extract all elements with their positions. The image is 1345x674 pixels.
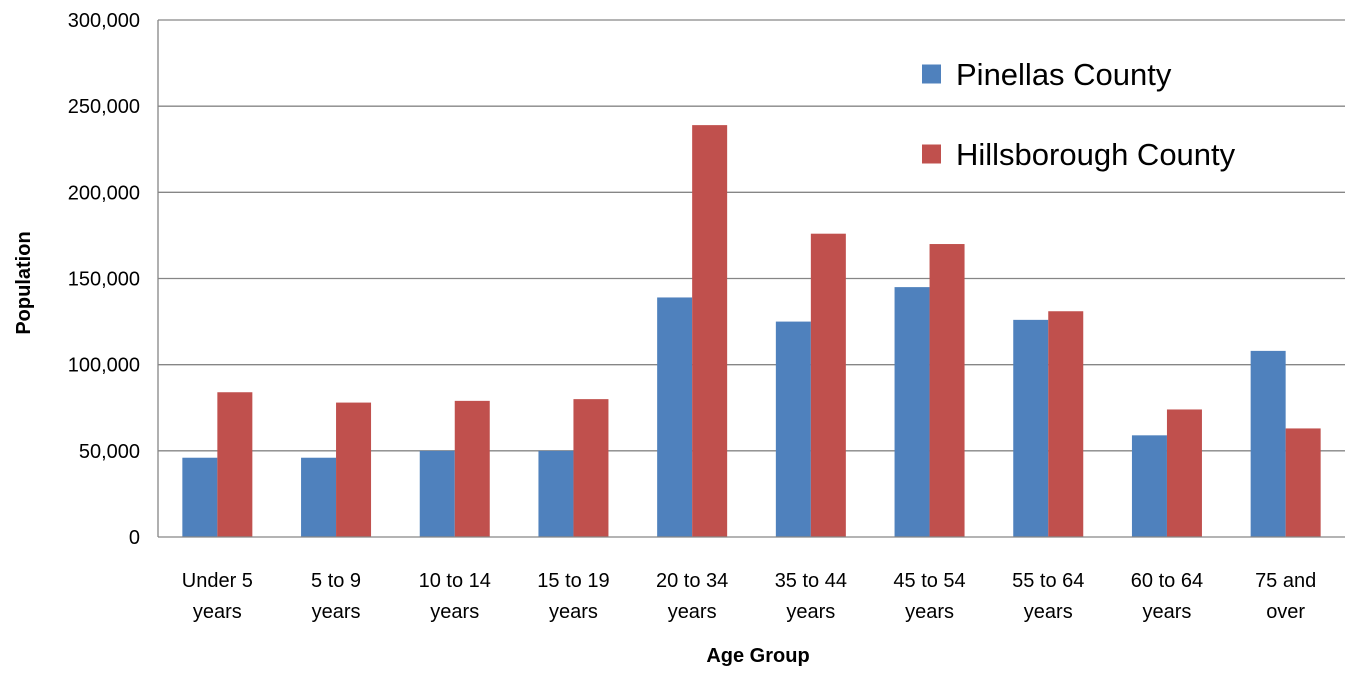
x-category-label: 35 to 44 years bbox=[775, 570, 847, 623]
x-category-label: 20 to 34 years bbox=[656, 570, 728, 623]
y-tick-label: 200,000 bbox=[68, 182, 140, 204]
bar-pinellas bbox=[1013, 319, 1049, 537]
axes bbox=[157, 20, 1345, 538]
bars bbox=[182, 125, 1321, 538]
y-tick-label: 100,000 bbox=[68, 355, 140, 377]
x-category-label: 60 to 64 years bbox=[1131, 570, 1203, 623]
bar-hillsborough bbox=[217, 392, 253, 537]
x-category-label: 5 to 9 years bbox=[311, 570, 361, 623]
x-category-labels: Under 5 years 5 to 9 years 10 to 14 years 15 t… bbox=[182, 570, 1316, 623]
bar-hillsborough bbox=[692, 125, 728, 537]
y-tick-label: 50,000 bbox=[79, 441, 140, 463]
bar-pinellas bbox=[419, 450, 455, 537]
legend-label: Hillsborough County bbox=[956, 137, 1236, 172]
x-category-label: 10 to 14 years bbox=[419, 570, 491, 623]
y-tick-label: 250,000 bbox=[68, 96, 140, 118]
legend: Pinellas County Hillsborough County bbox=[922, 57, 1236, 172]
bar-pinellas bbox=[657, 297, 693, 537]
bar-hillsborough bbox=[929, 244, 965, 538]
bar-hillsborough bbox=[1048, 311, 1084, 537]
x-category-label: 75 and over bbox=[1255, 570, 1316, 623]
y-tick-label: 300,000 bbox=[68, 10, 140, 32]
x-category-label: Under 5 years bbox=[182, 570, 253, 623]
bar-pinellas bbox=[775, 321, 811, 537]
x-axis-title: Age Group bbox=[706, 645, 809, 667]
legend-swatch bbox=[922, 64, 941, 84]
bar-pinellas bbox=[894, 287, 930, 537]
x-category-label: 15 to 19 years bbox=[537, 570, 609, 623]
y-tick-labels: 0 50,000 100,000 150,000 200,000 250,000 300,0… bbox=[68, 10, 140, 549]
bar-pinellas bbox=[182, 457, 218, 537]
legend-label: Pinellas County bbox=[956, 57, 1172, 92]
x-category-label: 45 to 54 years bbox=[893, 570, 965, 623]
y-tick-label: 150,000 bbox=[68, 269, 140, 291]
y-tick-label: 0 bbox=[129, 527, 140, 549]
bar-hillsborough bbox=[573, 399, 609, 537]
bar-hillsborough bbox=[454, 400, 490, 537]
bar-hillsborough bbox=[1285, 428, 1321, 537]
legend-swatch bbox=[922, 144, 941, 164]
y-axis-title: Population bbox=[13, 231, 35, 334]
bar-pinellas bbox=[1131, 435, 1167, 537]
bar-hillsborough bbox=[1166, 409, 1202, 537]
bar-pinellas bbox=[538, 450, 574, 537]
bar-pinellas bbox=[301, 457, 337, 537]
bar-hillsborough bbox=[336, 402, 372, 537]
bar-hillsborough bbox=[810, 233, 846, 537]
x-category-label: 55 to 64 years bbox=[1012, 570, 1084, 623]
bar-pinellas bbox=[1250, 350, 1286, 537]
